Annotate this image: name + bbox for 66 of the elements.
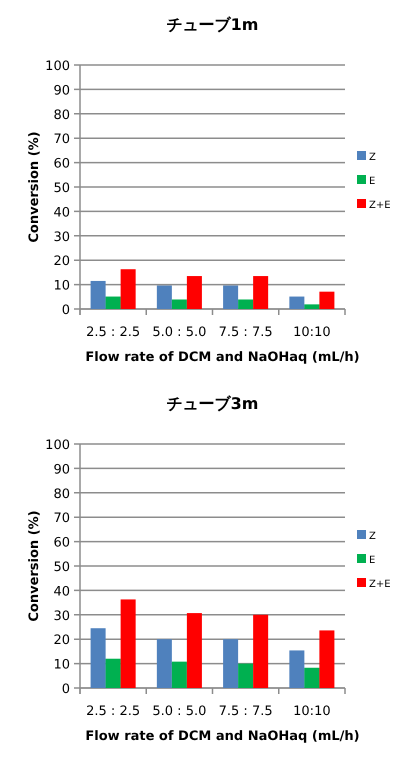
y-tick-label: 50 bbox=[53, 560, 70, 575]
x-tick-label: 10:10 bbox=[293, 704, 331, 719]
y-tick-label: 80 bbox=[53, 486, 70, 502]
legend-label: Z+E bbox=[369, 579, 391, 590]
y-tick-label: 70 bbox=[53, 511, 70, 526]
bar bbox=[120, 599, 136, 688]
y-tick-label: 10 bbox=[53, 278, 70, 294]
bar bbox=[289, 650, 304, 688]
legend-label: Z bbox=[369, 531, 376, 542]
bar bbox=[90, 280, 106, 309]
y-tick-label: 10 bbox=[53, 658, 70, 673]
bar bbox=[304, 668, 320, 688]
y-tick-label: 100 bbox=[45, 59, 70, 74]
legend-label: E bbox=[369, 555, 376, 566]
y-tick-label: 30 bbox=[53, 608, 70, 624]
x-tick-label: 2.5 : 2.5 bbox=[86, 704, 140, 719]
y-tick-label: 0 bbox=[62, 682, 70, 697]
y-axis-title: Conversion (%) bbox=[27, 510, 42, 622]
bar bbox=[90, 628, 106, 688]
y-axis-title: Conversion (%) bbox=[27, 131, 42, 243]
bar bbox=[186, 613, 202, 688]
y-tick-label: 80 bbox=[53, 108, 70, 123]
x-tick-label: 5.0 : 5.0 bbox=[152, 704, 206, 719]
bar bbox=[304, 304, 320, 309]
x-axis-title: Flow rate of DCM and NaOHaq (mL/h) bbox=[85, 350, 360, 365]
y-tick-label: 30 bbox=[53, 230, 70, 245]
bar bbox=[319, 630, 334, 688]
bar bbox=[156, 286, 172, 309]
bar bbox=[172, 299, 187, 309]
x-tick-label: 7.5 : 7.5 bbox=[218, 325, 273, 340]
legend-label: Z bbox=[369, 152, 376, 163]
y-tick-label: 70 bbox=[53, 132, 70, 148]
y-tick-label: 50 bbox=[53, 181, 70, 196]
y-tick-label: 0 bbox=[62, 303, 70, 318]
chart-title: チューブ1m bbox=[166, 15, 258, 34]
bar bbox=[319, 292, 334, 309]
legend-label: E bbox=[369, 176, 376, 187]
bar bbox=[223, 639, 238, 688]
bar bbox=[156, 639, 172, 688]
y-tick-label: 40 bbox=[53, 584, 70, 600]
bar bbox=[238, 664, 254, 688]
bar bbox=[106, 296, 121, 309]
x-tick-label: 2.5 : 2.5 bbox=[86, 325, 140, 340]
y-tick-label: 40 bbox=[53, 205, 70, 220]
y-tick-label: 60 bbox=[53, 536, 70, 551]
y-tick-label: 90 bbox=[53, 83, 70, 98]
legend-label: Z+E bbox=[369, 200, 391, 211]
bar bbox=[106, 658, 121, 688]
bar bbox=[238, 299, 254, 309]
bar bbox=[253, 614, 268, 688]
y-tick-label: 100 bbox=[45, 438, 70, 453]
y-tick-label: 60 bbox=[53, 156, 70, 172]
y-tick-label: 20 bbox=[53, 633, 70, 648]
y-tick-label: 90 bbox=[53, 462, 70, 478]
bar bbox=[253, 276, 268, 309]
bar bbox=[172, 662, 187, 688]
y-tick-label: 20 bbox=[53, 254, 70, 270]
x-tick-label: 5.0 : 5.0 bbox=[152, 325, 206, 340]
x-tick-label: 7.5 : 7.5 bbox=[218, 704, 273, 719]
bar bbox=[120, 269, 136, 309]
bar bbox=[223, 286, 238, 309]
x-tick-label: 10:10 bbox=[293, 325, 331, 340]
bar bbox=[289, 296, 304, 309]
chart-title: チューブ3m bbox=[166, 394, 258, 413]
bar bbox=[186, 276, 202, 309]
x-axis-title: Flow rate of DCM and NaOHaq (mL/h) bbox=[85, 729, 360, 744]
